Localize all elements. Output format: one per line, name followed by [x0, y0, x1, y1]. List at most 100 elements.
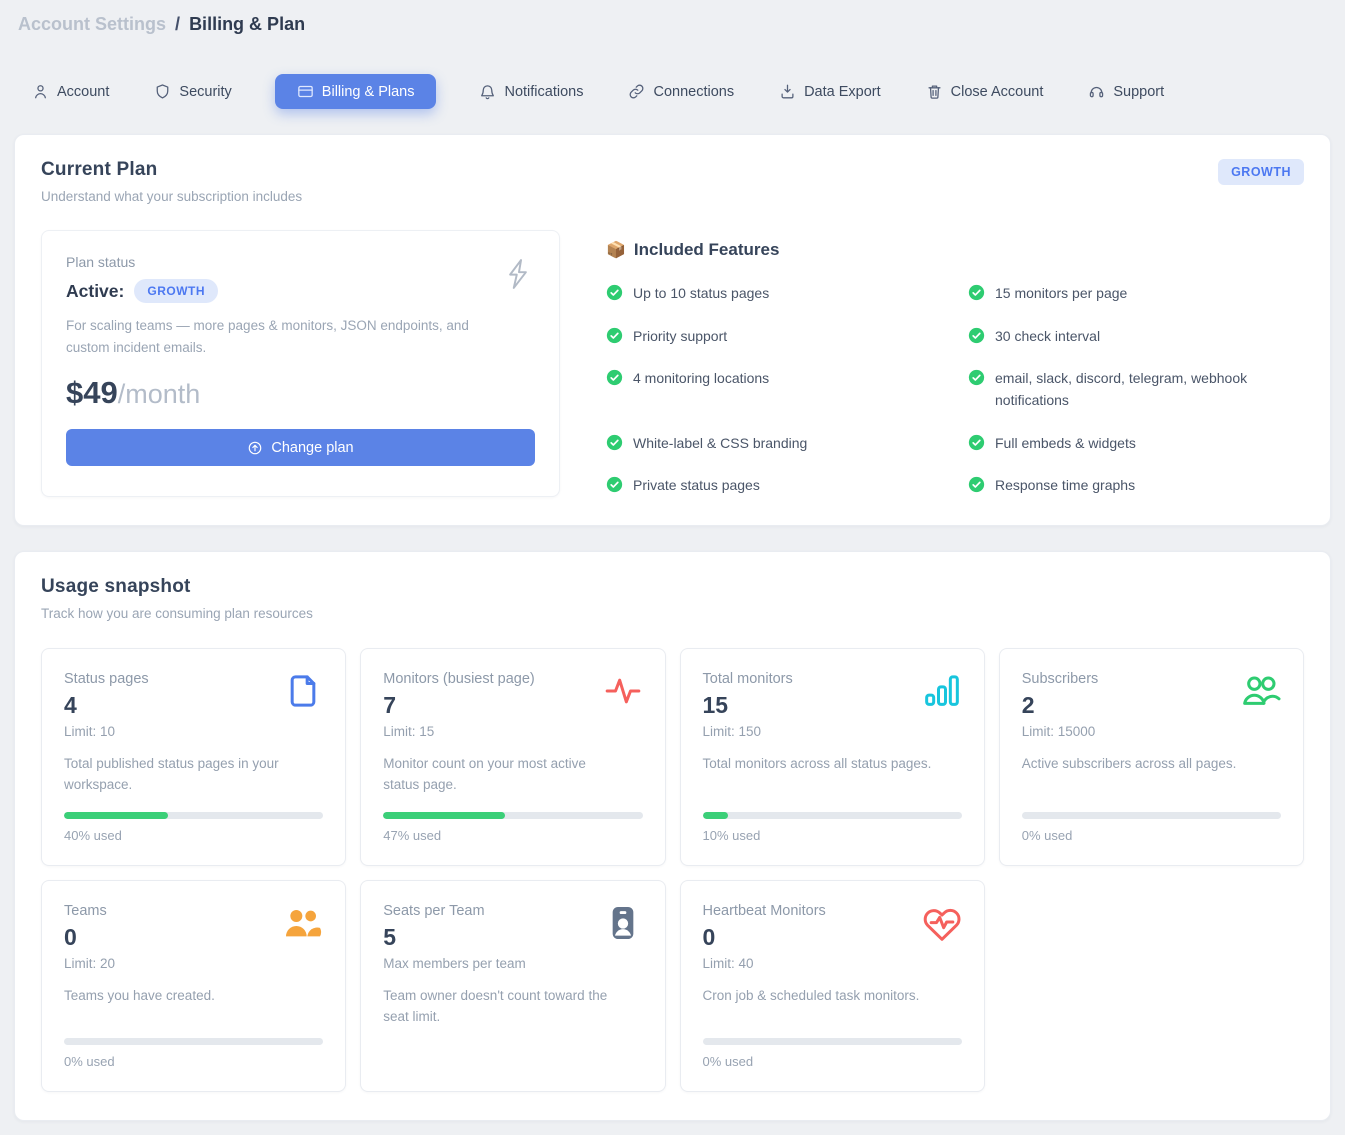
check-circle-icon [606, 476, 623, 493]
tab-notifications[interactable]: Notifications [477, 74, 585, 109]
users-outline-icon [1241, 671, 1281, 711]
tab-account[interactable]: Account [30, 74, 111, 109]
feature-label: Up to 10 status pages [633, 285, 770, 301]
feature-label: 4 monitoring locations [633, 370, 770, 387]
current-plan-subtitle: Understand what your subscription includ… [41, 189, 303, 204]
usage-card-teams: Teams 0 Limit: 20 Teams you have created. 0%… [41, 879, 347, 1092]
metric-limit: Limit: 15 [383, 724, 435, 740]
tab-label: Close Account [950, 83, 1044, 100]
check-circle-icon [968, 284, 985, 301]
breadcrumb-page: Billing & Plan [189, 14, 306, 34]
id-badge-icon [603, 903, 643, 943]
metric-description: Total monitors across all status pages. [702, 756, 932, 772]
feature-item: 30 check interval [968, 326, 1304, 348]
metric-label: Status pages [64, 671, 149, 688]
lightning-bolt-icon [503, 257, 533, 291]
tab-data-export[interactable]: Data Export [777, 74, 883, 109]
usage-progress: 0% used [1021, 796, 1281, 843]
tab-label: Support [1113, 83, 1165, 100]
document-icon [283, 671, 323, 711]
tab-label: Data Export [804, 83, 881, 100]
plan-status-label: Plan status [66, 254, 136, 270]
tab-connections[interactable]: Connections [626, 74, 736, 109]
metric-limit: Limit: 150 [702, 724, 762, 740]
progress-label: 0% used [64, 1053, 115, 1069]
link-icon [628, 83, 645, 100]
plan-status-box: Plan status Active: GROWTH For scaling t… [41, 230, 560, 498]
tab-support[interactable]: Support [1086, 74, 1166, 109]
metric-value: 0 [702, 923, 716, 950]
metric-description: Monitor count on your most active status… [383, 756, 586, 793]
metric-label: Heartbeat Monitors [702, 902, 826, 919]
metric-value: 7 [383, 692, 397, 719]
feature-item: White-label & CSS branding [606, 433, 942, 455]
metric-description: Team owner doesn't count toward the seat… [383, 987, 608, 1024]
usage-subtitle: Track how you are consuming plan resourc… [41, 606, 313, 622]
check-circle-icon [606, 284, 623, 301]
metric-value: 4 [64, 692, 77, 719]
check-circle-icon [606, 369, 623, 386]
feature-item: Response time graphs [968, 475, 1304, 497]
progress-track [702, 811, 962, 819]
metric-value: 5 [383, 923, 397, 950]
progress-track [1021, 811, 1281, 819]
usage-card-heartbeat-monitors: Heartbeat Monitors 0 Limit: 40 Cron job & s… [679, 879, 985, 1092]
metric-limit: Limit: 40 [702, 955, 754, 971]
current-plan-card: Current Plan Understand what your subscr… [14, 134, 1331, 527]
tab-bar: Account Security Billing & Plans Notificati… [30, 74, 1331, 109]
download-icon [779, 83, 796, 100]
plan-description: For scaling teams — more pages & monitor… [66, 318, 469, 355]
feature-label: Full embeds & widgets [995, 434, 1136, 451]
price-period: /month [117, 379, 201, 410]
usage-grid: Status pages 4 Limit: 10 Total published st… [41, 648, 1304, 1092]
progress-label: 10% used [702, 827, 761, 843]
change-plan-button[interactable]: Change plan [66, 429, 535, 467]
metric-description: Active subscribers across all pages. [1021, 756, 1237, 772]
breadcrumb: Account Settings / Billing & Plan [18, 14, 1331, 35]
price-amount: $49 [66, 375, 118, 411]
feature-item: Priority support [606, 326, 942, 348]
progress-fill [383, 811, 506, 819]
feature-label: email, slack, discord, telegram, webhook… [995, 370, 1248, 409]
tab-security[interactable]: Security [152, 74, 233, 109]
metric-description: Total published status pages in your wor… [64, 756, 279, 793]
metric-limit: Max members per team [383, 955, 526, 971]
usage-progress: 40% used [64, 796, 324, 843]
tab-close-account[interactable]: Close Account [924, 74, 1046, 109]
feature-label: Response time graphs [995, 477, 1136, 494]
bar-chart-icon [922, 671, 962, 711]
usage-snapshot-card: Usage snapshot Track how you are consumi… [14, 551, 1331, 1121]
check-circle-icon [968, 434, 985, 451]
change-plan-label: Change plan [271, 439, 354, 456]
feature-item: 4 monitoring locations [606, 368, 942, 411]
metric-description: Teams you have created. [64, 987, 215, 1003]
check-circle-icon [968, 369, 985, 386]
plan-badge: GROWTH [1218, 159, 1304, 185]
trash-icon [926, 83, 943, 100]
feature-item: Up to 10 status pages [606, 283, 942, 305]
metric-label: Subscribers [1021, 671, 1099, 688]
progress-track [64, 1037, 324, 1045]
arrow-up-circle-icon [247, 440, 263, 456]
tab-label: Notifications [504, 83, 584, 100]
heart-pulse-icon [922, 903, 962, 943]
usage-card-total-monitors: Total monitors 15 Limit: 150 Total monitors… [679, 648, 985, 866]
tab-billing-plans[interactable]: Billing & Plans [274, 74, 437, 109]
feature-label: 15 monitors per page [995, 285, 1128, 301]
feature-item: email, slack, discord, telegram, webhook… [968, 368, 1304, 411]
usage-progress: 0% used [64, 1022, 324, 1069]
progress-track [702, 1037, 962, 1045]
tab-label: Security [179, 83, 232, 100]
breadcrumb-section[interactable]: Account Settings [18, 14, 167, 34]
progress-track [383, 811, 643, 819]
activity-pulse-icon [603, 671, 643, 711]
tab-label: Account [57, 83, 110, 100]
usage-card-seats-per-team: Seats per Team 5 Max members per team Team … [360, 879, 666, 1092]
metric-label: Seats per Team [383, 902, 485, 919]
metric-description: Cron job & scheduled task monitors. [702, 987, 920, 1003]
current-plan-title: Current Plan [41, 159, 158, 180]
metric-limit: Limit: 20 [64, 955, 116, 971]
metric-value: 0 [64, 923, 77, 950]
progress-label: 40% used [64, 827, 122, 843]
progress-label: 0% used [702, 1053, 754, 1069]
